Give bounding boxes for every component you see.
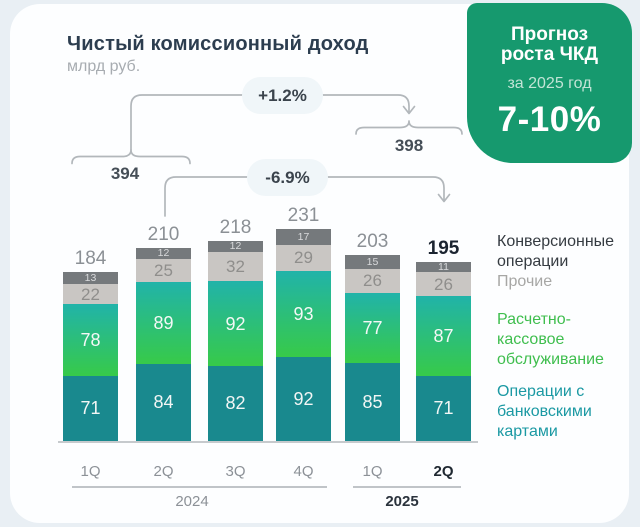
segment-value-label: 17 (297, 230, 310, 243)
arrow-down-icon (402, 105, 416, 115)
segment-value-label: 29 (294, 248, 313, 268)
bar-1Q-2025: 15 26 77 85 (345, 255, 400, 441)
segment-value-label: 87 (433, 325, 454, 346)
bar-segment: 87 (416, 295, 471, 376)
segment-value-label: 71 (433, 398, 454, 419)
x-axis-label: 2Q (153, 463, 174, 480)
change-badge-q2: -6.9% (247, 159, 328, 196)
change-badge-h1: +1.2% (242, 77, 323, 114)
x-axis-label: 4Q (293, 463, 314, 480)
segment-value-label: 85 (362, 392, 383, 413)
bar-segment: 78 (63, 304, 118, 376)
segment-value-label: 12 (157, 248, 170, 260)
forecast-box: Прогноз роста ЧКД за 2025 год 7-10% (467, 3, 632, 163)
segment-value-label: 77 (362, 317, 383, 338)
bar-2Q-2024: 12 25 89 84 (136, 248, 191, 441)
segment-value-label: 12 (229, 241, 242, 253)
bar-segment: 12 (208, 241, 263, 253)
bar-segment: 13 (63, 272, 118, 284)
legend-bank-card-operations: Операции с банковскими картами (497, 383, 592, 440)
forecast-value: 7-10% (497, 100, 602, 139)
bar-segment: 22 (63, 283, 118, 305)
connector-line (322, 94, 410, 113)
bar-total-label: 210 (147, 224, 180, 245)
segment-value-label: 92 (293, 388, 314, 409)
bar-segment: 85 (345, 363, 400, 441)
segment-value-label: 78 (80, 329, 101, 350)
bar-segment: 71 (63, 375, 118, 441)
bar-segment: 89 (136, 281, 191, 364)
bar-total-label: 195 (427, 238, 460, 259)
bar-4Q-2024: 17 29 93 92 (276, 229, 331, 442)
segment-value-label: 26 (434, 274, 453, 294)
bar-segment: 15 (345, 255, 400, 269)
forecast-period: за 2025 год (507, 75, 592, 92)
bar-2Q-2025: 11 26 87 71 (416, 262, 471, 441)
brace-398 (355, 120, 463, 135)
bar-1Q-2024: 13 22 78 71 (63, 272, 118, 441)
bar-segment: 25 (136, 259, 191, 282)
legend-other: Прочие (497, 273, 553, 290)
segment-value-label: 22 (81, 284, 100, 304)
segment-value-label: 15 (366, 255, 379, 268)
segment-value-label: 13 (84, 272, 97, 284)
x-axis-label: 2Q (433, 463, 454, 480)
bar-segment: 93 (276, 271, 331, 357)
segment-value-label: 92 (225, 313, 246, 334)
forecast-title: Прогноз роста ЧКД (500, 24, 599, 65)
bar-segment: 82 (208, 365, 263, 441)
year-label-2025: 2025 (385, 493, 419, 510)
legend-conversion-operations: Конверсионные операции (497, 233, 615, 270)
bar-segment: 92 (276, 356, 331, 442)
connector-line (327, 176, 445, 201)
x-axis-label: 1Q (362, 463, 383, 480)
x-axis-baseline (58, 441, 478, 443)
segment-value-label: 26 (363, 271, 382, 291)
bar-3Q-2024: 12 32 92 82 (208, 241, 263, 441)
x-axis-label: 3Q (225, 463, 246, 480)
segment-value-label: 89 (153, 312, 174, 333)
chart-subtitle: млрд руб. (67, 58, 141, 75)
half-year-total-2025: 398 (394, 136, 424, 155)
bar-segment: 17 (276, 229, 331, 245)
bar-segment: 11 (416, 262, 471, 273)
brace-394 (71, 149, 191, 165)
bar-segment: 32 (208, 252, 263, 282)
segment-value-label: 84 (153, 392, 174, 413)
bar-total-label: 184 (74, 248, 107, 269)
segment-value-label: 82 (225, 393, 246, 414)
segment-value-label: 71 (80, 398, 101, 419)
legend-settlement-cash-services: Расчетно-кассовое обслуживание (497, 311, 604, 368)
connector-line (130, 94, 243, 151)
bar-segment: 29 (276, 244, 331, 272)
segment-value-label: 93 (293, 303, 314, 324)
bar-total-label: 218 (219, 217, 252, 238)
year-label-2024: 2024 (175, 493, 209, 510)
bar-segment: 26 (345, 268, 400, 293)
year-underline-2024 (72, 486, 327, 488)
bar-segment: 26 (416, 272, 471, 296)
bar-segment: 71 (416, 375, 471, 441)
x-axis-label: 1Q (80, 463, 101, 480)
bar-total-label: 231 (287, 205, 320, 226)
segment-value-label: 32 (226, 257, 245, 277)
chart-title: Чистый комиссионный доход (67, 33, 369, 55)
year-underline-2025 (353, 486, 461, 488)
bar-segment: 12 (136, 248, 191, 260)
half-year-total-2024: 394 (110, 164, 140, 183)
segment-value-label: 25 (154, 260, 173, 280)
arrow-down-icon (437, 193, 451, 203)
connector-line (164, 176, 248, 217)
bar-segment: 77 (345, 292, 400, 364)
bar-segment: 92 (208, 281, 263, 366)
bar-segment: 84 (136, 363, 191, 441)
bar-total-label: 203 (356, 231, 389, 252)
segment-value-label: 11 (438, 262, 449, 273)
